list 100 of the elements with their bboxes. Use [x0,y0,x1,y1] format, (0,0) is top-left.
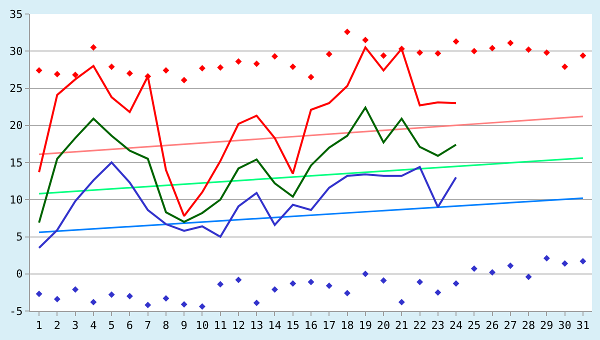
point [162,295,170,302]
x-tick-label: 21 [395,319,408,332]
point [162,67,170,74]
point [217,281,224,288]
x-tick-label: 15 [286,319,300,332]
point [562,260,568,267]
point [144,302,152,308]
y-tick-label: -5 [10,304,23,318]
x-tick-label: 16 [304,319,318,332]
y-tick-label: 5 [16,230,23,244]
point [90,44,97,51]
x-tick-label: 26 [486,319,499,332]
point [290,63,296,70]
point [308,278,314,286]
point [54,70,60,78]
x-tick-label: 6 [126,319,134,332]
x-tick-label: 10 [196,319,209,332]
point [543,255,550,262]
x-tick-label: 30 [558,319,572,332]
point [108,291,115,298]
x-tick-label: 13 [250,319,264,332]
y-tick-label: 10 [10,193,23,206]
point [416,49,424,56]
x-tick-label: 27 [504,319,518,332]
point [198,303,206,310]
point [452,280,460,287]
point [489,44,496,52]
y-tick-label: 20 [10,119,23,132]
y-tick-label: 15 [10,156,23,170]
x-tick-label: 8 [162,319,170,332]
point [36,67,42,74]
y-tick-label: 30 [10,44,23,58]
point [198,64,206,72]
point [326,282,332,290]
point [543,49,550,56]
point [452,38,460,45]
point [380,52,387,59]
point [416,278,424,286]
point [362,270,369,278]
point [344,28,351,36]
point [362,36,369,44]
x-tick-label: 14 [268,319,282,332]
point [235,276,242,284]
point [72,72,79,78]
x-tick-label: 24 [449,319,464,332]
point [54,296,60,302]
point [90,298,97,306]
x-tick-label: 11 [214,319,227,332]
x-tick-label: 18 [340,319,354,332]
x-tick-label: 5 [108,319,115,332]
x-tick-label: 22 [413,319,426,332]
point [326,50,332,58]
point [126,70,133,77]
point [36,290,42,298]
point [380,277,387,284]
x-tick-label: 7 [144,319,152,332]
point [271,286,278,293]
x-tick-label: 3 [72,319,79,332]
y-tick-label: 25 [10,82,23,96]
point [580,52,586,59]
point [489,269,496,276]
x-tick-label: 20 [376,319,390,332]
point [434,50,442,57]
point [470,48,478,54]
x-tick-label: 29 [540,319,554,332]
point [398,298,405,306]
x-tick-label: 31 [576,319,590,332]
x-tick-label: 23 [431,319,445,332]
point [434,289,442,296]
point [308,74,314,80]
x-tick-label: 28 [522,319,536,332]
point [507,40,514,46]
point [470,265,478,272]
x-tick-label: 4 [90,319,98,332]
x-tick-label: 25 [468,319,481,332]
point [507,262,514,269]
point [235,58,242,65]
x-tick-label: 17 [322,319,336,332]
point [525,46,532,53]
x-tick-label: 2 [54,319,60,332]
point [562,63,568,70]
x-tick-label: 12 [232,319,246,332]
point [253,300,260,306]
point [180,76,188,84]
x-tick-label: 19 [358,319,372,332]
y-tick-label: 35 [10,8,23,21]
point [290,280,296,287]
point [344,290,351,296]
point [126,292,133,300]
x-tick-label: 1 [36,319,42,332]
line-series [38,106,458,224]
point [180,301,188,308]
point [108,63,115,70]
point [271,53,278,60]
point [217,64,224,71]
line-series [38,46,458,217]
point [580,258,586,264]
line-series [38,162,458,249]
point [72,286,79,293]
point [253,60,260,67]
